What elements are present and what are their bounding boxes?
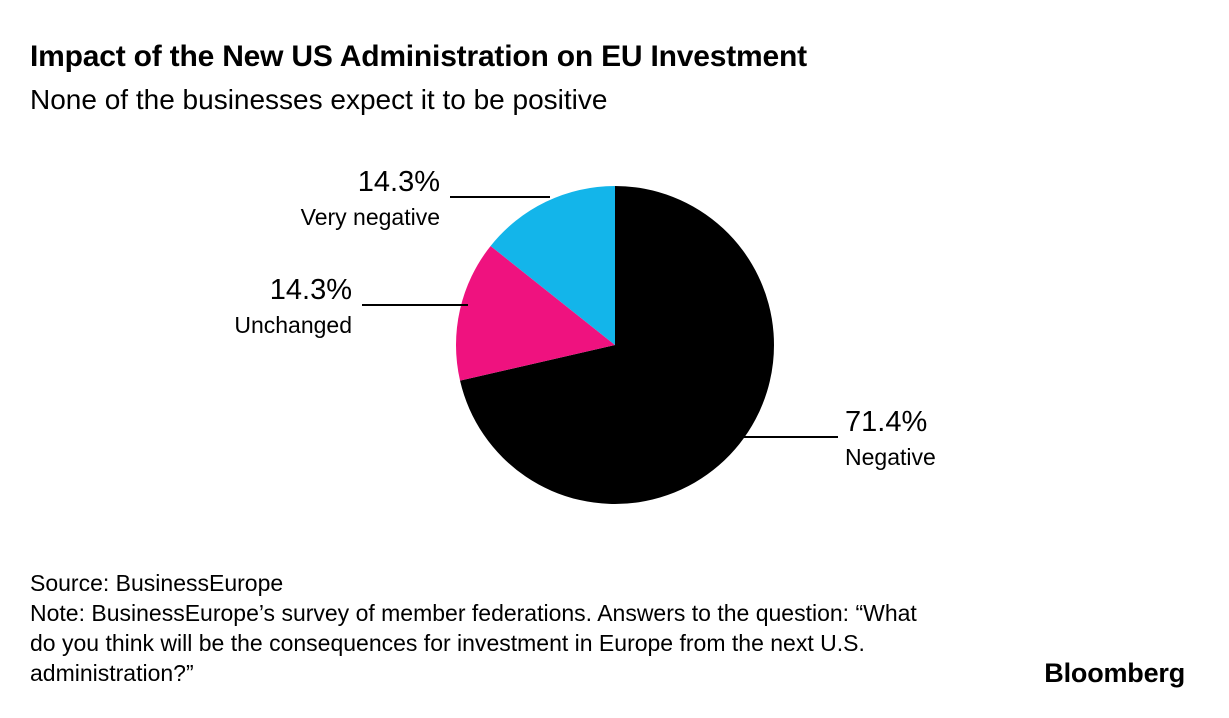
- slice-label-unchanged: 14.3% Unchanged: [234, 276, 352, 337]
- pie-slice-very-negative: [490, 186, 615, 345]
- source-text: Source: BusinessEurope: [30, 570, 284, 596]
- leader-line-negative: [742, 436, 838, 438]
- slice-name-unchanged: Unchanged: [234, 312, 352, 338]
- slice-value-unchanged: 14.3%: [269, 274, 352, 306]
- slice-value-negative: 71.4%: [845, 406, 928, 438]
- footer-notes: Source: BusinessEurope Note: BusinessEur…: [30, 568, 920, 688]
- pie-chart-area: [455, 185, 775, 505]
- pie-slice-unchanged: [456, 245, 615, 381]
- pie-slice-negative: [460, 186, 774, 505]
- bloomberg-logo: Bloomberg: [1044, 658, 1185, 688]
- slice-label-negative: 71.4% Negative: [845, 408, 936, 469]
- leader-line-very-negative: [450, 196, 550, 198]
- slice-name-negative: Negative: [845, 444, 936, 470]
- leader-line-unchanged: [362, 304, 468, 306]
- slice-name-very-negative: Very negative: [300, 204, 440, 230]
- chart-subtitle: None of the businesses expect it to be p…: [30, 84, 608, 115]
- pie-chart: [456, 186, 774, 505]
- slice-label-very-negative: 14.3% Very negative: [301, 168, 440, 229]
- slice-value-very-negative: 14.3%: [357, 166, 440, 198]
- chart-title: Impact of the New US Administration on E…: [30, 40, 807, 73]
- note-text: Note: BusinessEurope’s survey of member …: [30, 600, 917, 686]
